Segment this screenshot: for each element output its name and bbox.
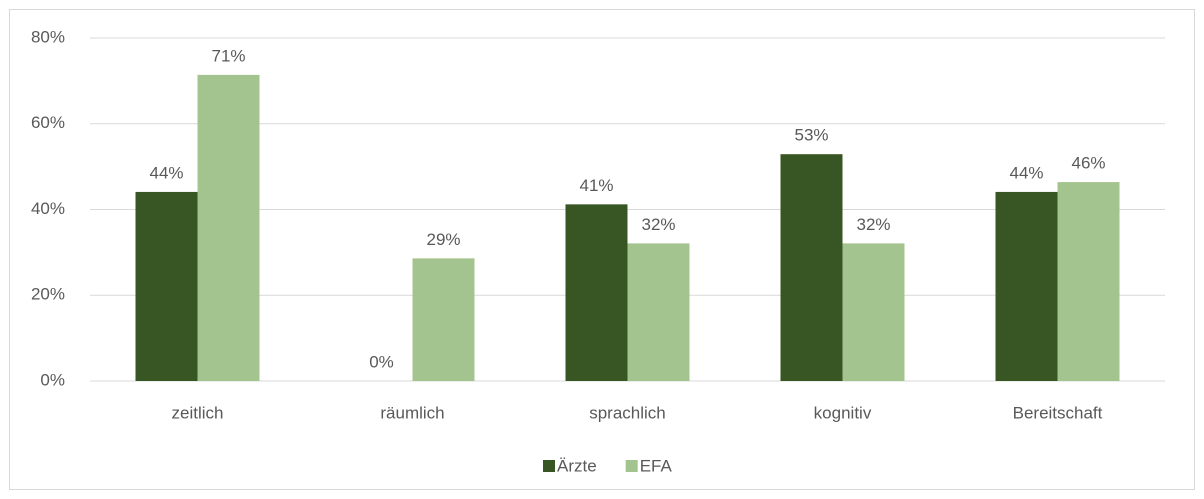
y-tick-label: 0% xyxy=(40,370,65,389)
bar xyxy=(197,74,260,381)
data-label: 44% xyxy=(1009,163,1043,182)
bar xyxy=(135,191,198,381)
data-label: 44% xyxy=(149,163,183,182)
bar xyxy=(842,243,905,381)
legend-swatch xyxy=(625,460,638,472)
legend-swatch xyxy=(543,460,555,472)
y-tick-label: 40% xyxy=(31,199,65,218)
data-label: 41% xyxy=(579,176,613,195)
data-label: 46% xyxy=(1071,154,1105,173)
bar xyxy=(1057,182,1120,381)
x-tick-label: kognitiv xyxy=(814,403,872,422)
legend-label: Ärzte xyxy=(557,456,597,475)
x-tick-label: Bereitschaft xyxy=(1013,403,1103,422)
bar xyxy=(627,243,690,381)
x-tick-label: räumlich xyxy=(380,403,444,422)
x-tick-label: zeitlich xyxy=(172,403,224,422)
data-label: 53% xyxy=(794,126,828,145)
bar xyxy=(780,154,843,381)
data-label: 0% xyxy=(369,352,394,371)
data-label: 32% xyxy=(856,215,890,234)
data-label: 29% xyxy=(426,230,460,249)
bar xyxy=(995,191,1058,381)
data-label: 32% xyxy=(641,215,675,234)
data-label: 71% xyxy=(211,46,245,65)
legend-label: EFA xyxy=(640,456,673,475)
y-tick-label: 80% xyxy=(31,27,65,46)
bar xyxy=(565,204,628,381)
bar xyxy=(412,258,475,381)
y-tick-label: 60% xyxy=(31,113,65,132)
x-tick-label: sprachlich xyxy=(589,403,666,422)
y-tick-label: 20% xyxy=(31,285,65,304)
